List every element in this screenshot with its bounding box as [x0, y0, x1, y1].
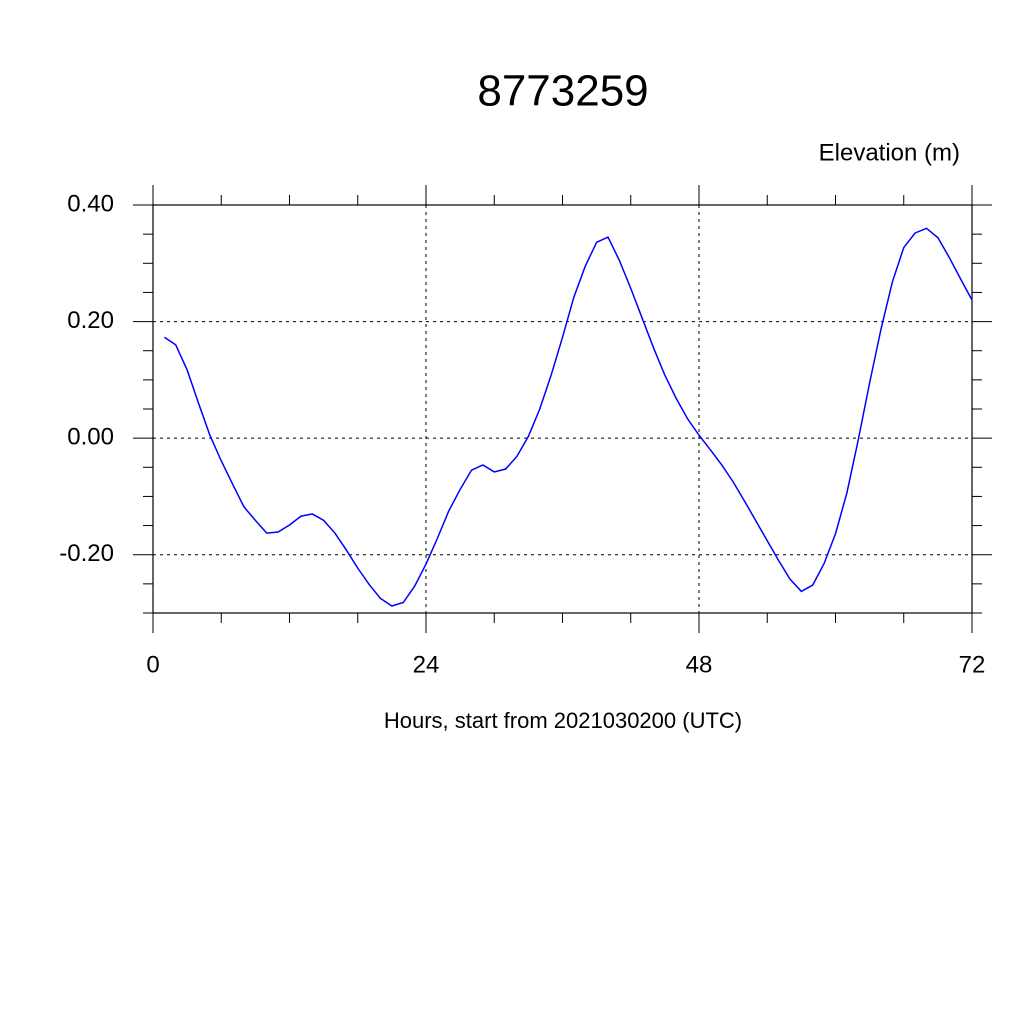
y-tick-label: 0.20	[67, 307, 114, 334]
x-tick-label: 24	[413, 651, 440, 678]
x-tick-label: 0	[146, 651, 159, 678]
x-tick-label: 48	[686, 651, 713, 678]
y-tick-label: 0.00	[67, 423, 114, 450]
y-axis-label: Elevation (m)	[819, 139, 960, 166]
chart-title: 8773259	[477, 67, 648, 116]
data-line	[163, 227, 973, 607]
y-tick-label: -0.20	[59, 540, 114, 567]
x-tick-label: 72	[959, 651, 986, 678]
x-axis-label: Hours, start from 2021030200 (UTC)	[384, 708, 742, 733]
y-tick-label: 0.40	[67, 190, 114, 217]
plot-frame	[152, 204, 973, 614]
